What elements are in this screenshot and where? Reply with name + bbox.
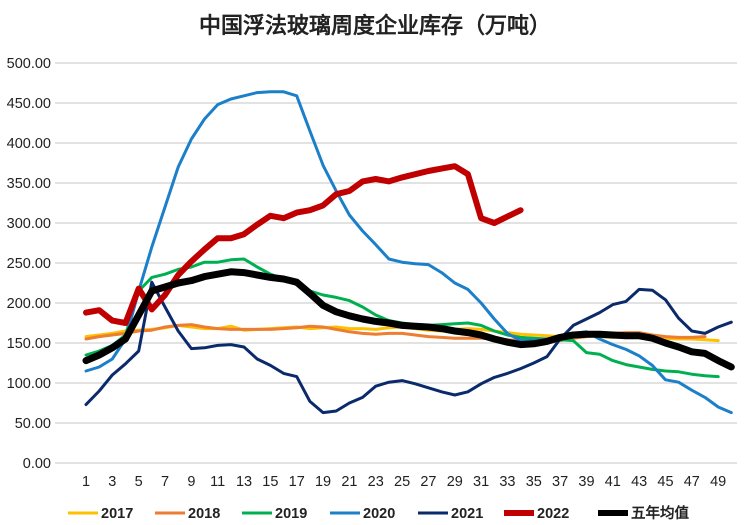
series-line-3 — [84, 90, 733, 415]
y-tick-label: 250.00 — [7, 256, 51, 272]
x-tick-label: 19 — [315, 474, 331, 490]
x-tick-label: 5 — [135, 474, 143, 490]
y-tick-label: 50.00 — [15, 416, 51, 432]
x-tick-label: 15 — [262, 474, 278, 490]
x-tick-label: 27 — [420, 474, 436, 490]
y-tick-label: 500.00 — [7, 56, 51, 72]
x-tick-label: 41 — [605, 474, 621, 490]
x-tick-label: 35 — [526, 474, 542, 490]
x-tick-label: 25 — [394, 474, 410, 490]
series-line-4 — [84, 280, 733, 415]
x-tick-label: 23 — [368, 474, 384, 490]
y-tick-label: 350.00 — [7, 176, 51, 192]
x-tick-label: 37 — [552, 474, 568, 490]
legend-label: 五年均值 — [631, 504, 689, 522]
legend-label: 2022 — [537, 506, 569, 522]
x-tick-label: 9 — [187, 474, 195, 490]
legend-label: 2019 — [275, 506, 307, 522]
y-tick-label: 300.00 — [7, 216, 51, 232]
legend-label: 2021 — [451, 506, 483, 522]
y-tick-label: 100.00 — [7, 376, 51, 392]
y-tick-label: 400.00 — [7, 136, 51, 152]
chart-title: 中国浮法玻璃周度企业库存（万吨） — [199, 13, 551, 38]
x-tick-label: 1 — [82, 474, 90, 490]
x-tick-label: 3 — [108, 474, 116, 490]
x-tick-label: 39 — [578, 474, 594, 490]
y-tick-label: 450.00 — [7, 96, 51, 112]
y-tick-label: 150.00 — [7, 336, 51, 352]
x-tick-label: 47 — [684, 474, 700, 490]
x-tick-label: 11 — [210, 474, 225, 490]
legend-label: 2017 — [101, 506, 133, 522]
x-tick-label: 7 — [161, 474, 169, 490]
series-line-6 — [82, 268, 735, 371]
x-tick-label: 43 — [631, 474, 647, 490]
x-tick-label: 33 — [499, 474, 515, 490]
x-tick-label: 45 — [657, 474, 673, 490]
series-line-5 — [83, 163, 524, 326]
x-tick-label: 29 — [447, 474, 463, 490]
x-tick-label: 49 — [710, 474, 726, 490]
series-line-2 — [84, 257, 720, 379]
x-tick-label: 17 — [289, 474, 305, 490]
legend-label: 2018 — [188, 506, 220, 522]
legend-label: 2020 — [363, 506, 395, 522]
x-tick-label: 13 — [236, 474, 252, 490]
x-tick-label: 31 — [473, 474, 489, 490]
y-tick-label: 0.00 — [23, 456, 51, 472]
x-tick-label: 21 — [341, 474, 357, 490]
y-tick-label: 200.00 — [7, 296, 51, 312]
